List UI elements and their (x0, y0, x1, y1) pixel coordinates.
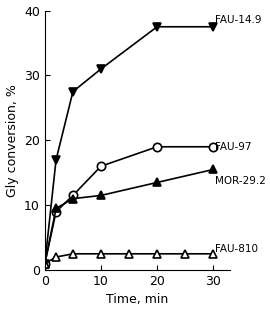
Text: MOR-29.2: MOR-29.2 (215, 176, 266, 186)
Y-axis label: Gly conversion, %: Gly conversion, % (6, 84, 19, 197)
Text: FAU-14.9: FAU-14.9 (215, 15, 262, 25)
Text: FAU-810: FAU-810 (215, 244, 258, 254)
X-axis label: Time, min: Time, min (106, 294, 168, 306)
Text: FAU-97: FAU-97 (215, 142, 252, 152)
